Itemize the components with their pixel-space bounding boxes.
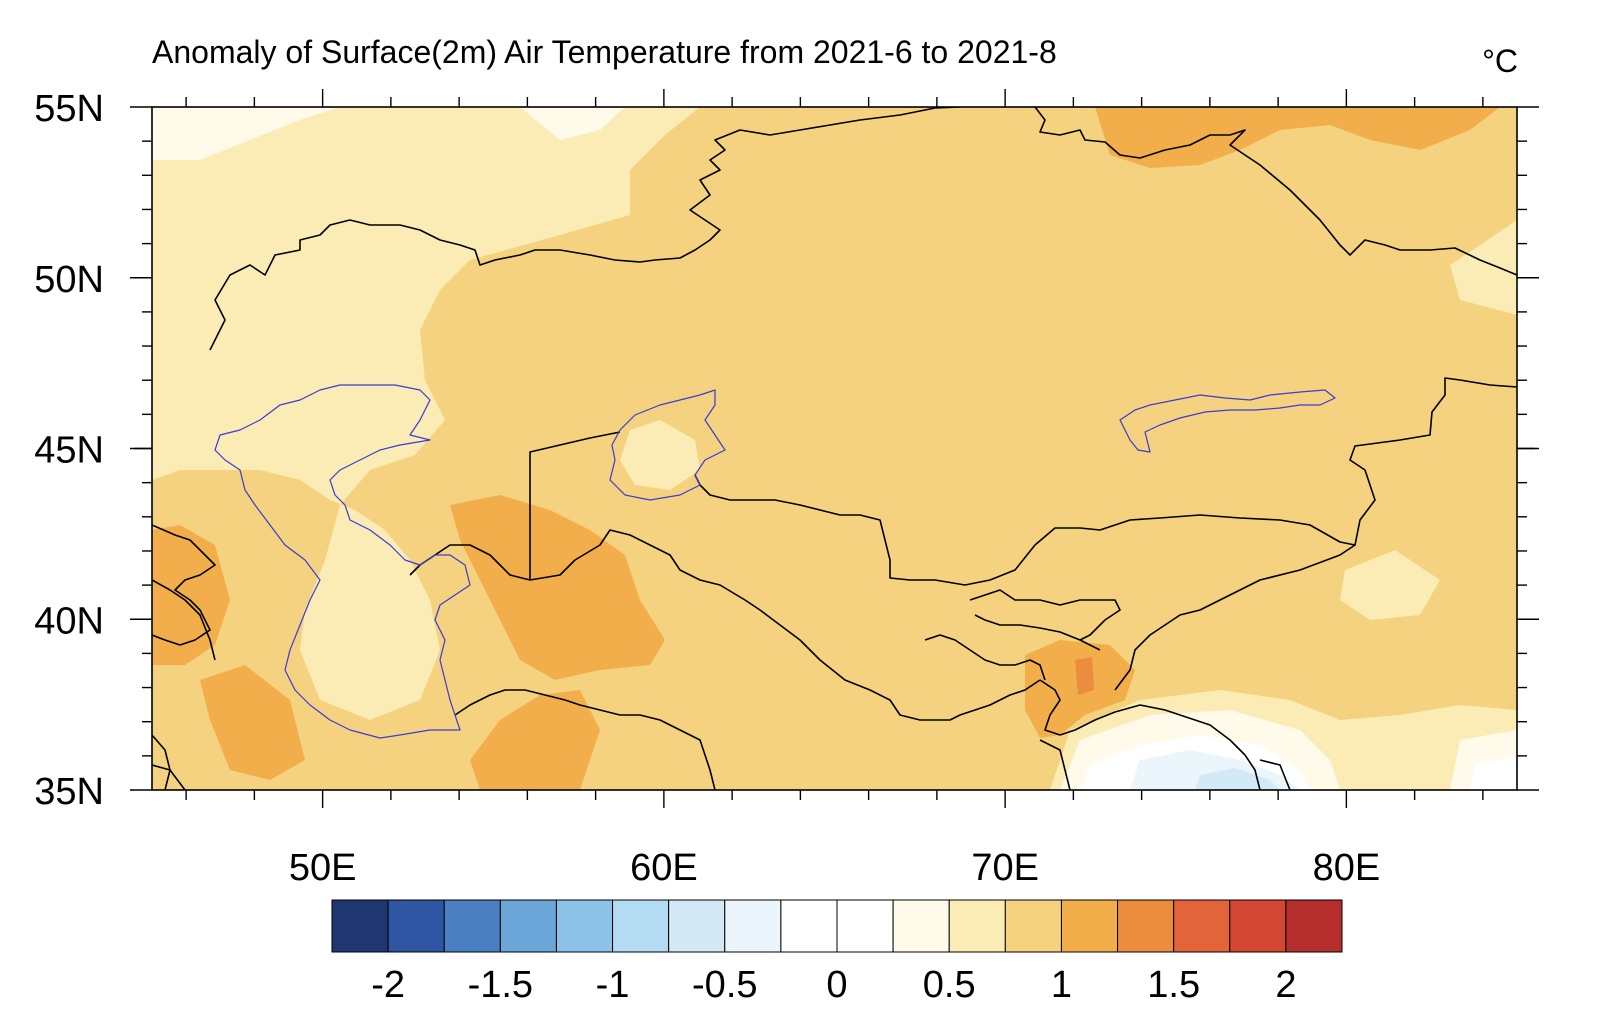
lat-tick-label: 50N (34, 259, 104, 301)
anomaly-field (152, 107, 1517, 790)
colorbar-swatch (387, 899, 445, 953)
lon-tick-label: 70E (971, 847, 1039, 889)
colorbar-label: 1.5 (1147, 964, 1200, 1006)
colorbar-swatch (780, 899, 838, 953)
colorbar-swatch (612, 899, 670, 953)
longitude-labels: 50E 60E 70E 80E (289, 847, 1380, 889)
colorbar-swatch (331, 899, 389, 953)
colorbar-labels: -2 -1.5 -1 -0.5 0 0.5 1 1.5 2 (371, 964, 1296, 1006)
lon-tick-label: 50E (289, 847, 357, 889)
water-bodies (214, 384, 1336, 739)
anomaly-region-iran-orange (200, 665, 305, 780)
colorbar-swatch (836, 899, 894, 953)
lat-tick-label: 55N (34, 88, 104, 130)
anomaly-region-turkmen-orange (450, 495, 665, 680)
anomaly-region-south-orange (470, 690, 600, 790)
colorbar-swatch (499, 899, 557, 953)
border-caucasus (152, 524, 216, 646)
border-kyrgyz-china (1114, 544, 1356, 691)
colorbar-swatch (1173, 899, 1231, 953)
lat-tick-label: 40N (34, 600, 104, 642)
lat-tick-label: 45N (34, 430, 104, 472)
anomaly-region-hotspot (1075, 657, 1094, 695)
anomaly-region-north-pale (520, 107, 625, 140)
map-title: Anomaly of Surface(2m) Air Temperature f… (152, 34, 1057, 70)
border-tajik-north (924, 634, 1046, 681)
colorbar-swatch (948, 899, 1006, 953)
border-sw-corner (152, 764, 186, 790)
colorbar-swatch (1004, 899, 1062, 953)
colorbar-swatch (555, 899, 614, 953)
lat-tick-label: 35N (34, 771, 104, 813)
colorbar-label: 1 (1051, 964, 1072, 1006)
anomaly-region-nw-pale (152, 107, 340, 160)
lon-tick-label: 80E (1313, 847, 1381, 889)
colorbar-swatch (724, 899, 782, 953)
border-iran-iraq (152, 734, 171, 790)
lake-balkhash-outline (1119, 389, 1336, 453)
colorbar-label: -1.5 (468, 964, 533, 1006)
border-kyrgyz-uzbek (969, 589, 1121, 641)
country-borders (152, 107, 1517, 790)
colorbar-label: -1 (596, 964, 630, 1006)
colorbar-swatch (668, 899, 726, 953)
border-afghan-pakistan (1039, 739, 1071, 790)
lon-tick-label: 60E (630, 847, 698, 889)
border-kazakhstan-russia-east (1034, 107, 1517, 276)
units-label: °C (1482, 43, 1518, 79)
border-turkmen-iran (454, 689, 716, 790)
colorbar-label: -2 (371, 964, 405, 1006)
colorbar-label: 0.5 (923, 964, 976, 1006)
border-kazakhstan-china (694, 377, 1517, 586)
colorbar-swatch (1060, 899, 1119, 953)
colorbar-swatch (892, 899, 950, 953)
border-china-india (1259, 759, 1291, 790)
border-kashmir (1179, 714, 1261, 790)
anomaly-region-west-light (152, 107, 700, 720)
border-kazakhstan-russia (209, 107, 961, 351)
colorbar-swatch (1117, 899, 1175, 953)
aral-sea-outline (609, 389, 726, 501)
border-fergana (974, 614, 1101, 651)
latitude-labels: 55N 50N 45N 40N 35N (34, 88, 104, 813)
colorbar-swatch (443, 899, 501, 953)
colorbar-swatch (1285, 899, 1343, 953)
anomaly-region-se-white (1470, 755, 1517, 790)
caspian-sea-outline (214, 384, 471, 739)
colorbar-label: 0 (826, 964, 847, 1006)
axis-ticks (130, 89, 1539, 808)
border-aral-west (529, 431, 621, 580)
colorbar-label: 2 (1275, 964, 1296, 1006)
border-azerbaijan (152, 579, 216, 661)
border-tajik-afghan (1039, 679, 1181, 736)
anomaly-region-east-light (1340, 550, 1440, 620)
colorbar (331, 899, 1343, 953)
anomaly-region-north-orange (1095, 107, 1500, 168)
anomaly-region-aral-light (620, 420, 700, 490)
colorbar-swatch (1229, 899, 1287, 953)
colorbar-label: -0.5 (692, 964, 757, 1006)
border-uzbek-turkmen-2 (529, 529, 1041, 721)
anomaly-region-ne-light (1450, 220, 1517, 315)
